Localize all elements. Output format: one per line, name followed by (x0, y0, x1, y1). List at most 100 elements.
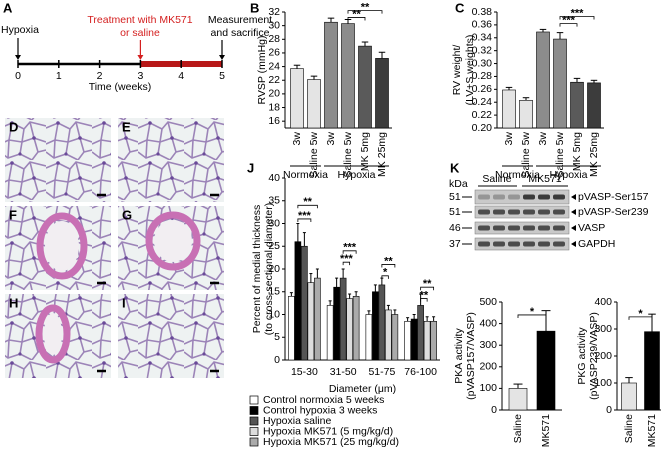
error-bar (348, 293, 352, 299)
blot-band (553, 209, 565, 215)
bar (294, 241, 302, 361)
error-bar (315, 268, 319, 279)
error-bar (505, 86, 513, 90)
micrograph (5, 118, 111, 202)
y-tick-label: 24 (268, 60, 280, 72)
panel-label: C (455, 0, 465, 15)
significance-label: * (383, 267, 388, 279)
legend-swatch (249, 395, 259, 405)
error-bar (310, 75, 318, 80)
timeline-treatment: or saline (120, 27, 160, 39)
blot-strip (474, 221, 570, 235)
timeline-start: Hypoxia (1, 24, 39, 36)
bar (385, 309, 392, 361)
arrowhead (15, 55, 21, 60)
vessel-lumen (44, 313, 62, 355)
significance-label: ** (384, 255, 393, 267)
x-tick-label: MK 25mg (588, 132, 600, 177)
y-tick-label: 0 (274, 354, 280, 366)
significance-bracket (342, 250, 357, 254)
y-axis-label: Percent of medial thickness (251, 205, 263, 333)
blot-band (508, 241, 520, 247)
error-bar (522, 97, 530, 101)
bar (378, 284, 386, 361)
y-tick-label: 0.22 (472, 109, 493, 121)
group-label: Normoxia (283, 169, 328, 181)
blot-band (523, 194, 535, 200)
band-label: VASP (578, 222, 605, 234)
micrograph (118, 294, 224, 378)
significance-bracket (381, 275, 389, 279)
tick-label: 0 (15, 70, 21, 82)
blot-strip (474, 237, 570, 251)
arrowhead (137, 55, 144, 60)
marker: 51 (449, 206, 461, 218)
blot-band (553, 194, 565, 200)
y-tick-label: 0.32 (472, 44, 493, 56)
tick-label: 5 (219, 70, 225, 82)
bar (621, 382, 637, 411)
y-axis-label: RVSP (mmHg) (256, 35, 268, 104)
bar (346, 298, 353, 361)
x-tick-label: 15-30 (291, 366, 318, 378)
error-bar (380, 277, 384, 285)
error-bar (354, 291, 358, 297)
tick-label: 4 (178, 70, 184, 82)
error-bar (373, 284, 377, 292)
panel-label: I (122, 295, 126, 310)
blot-band (523, 241, 535, 247)
blot-band (478, 241, 490, 247)
y-tick-label: 0.26 (472, 83, 493, 95)
arrowhead (219, 55, 225, 60)
error-bar (341, 268, 345, 279)
error-bar (425, 316, 429, 322)
bar (502, 89, 516, 129)
panel-label: K (450, 160, 460, 175)
legend-label: Hypoxia MK571 (5 mg/kg/d) (263, 425, 393, 437)
x-tick-label: 3w (291, 132, 303, 146)
y-tick-label: 300 (594, 323, 612, 335)
blot-band (478, 225, 490, 231)
y-tick-label: 0.20 (472, 122, 493, 134)
bar (553, 38, 567, 129)
y-tick-label: 22 (268, 74, 280, 86)
band-label: pVASP-Ser239 (578, 206, 649, 218)
tick-label: 1 (56, 70, 62, 82)
x-tick-label: MK 5mg (571, 132, 583, 171)
y-tick-label: 18 (268, 101, 280, 113)
legend-label: Control hypoxia 3 weeks (263, 404, 377, 416)
error-bar (393, 309, 397, 315)
error-bar (296, 223, 300, 242)
timeline-end: Measurement (208, 14, 272, 26)
error-bar (590, 79, 598, 83)
y-tick-label: 400 (479, 317, 497, 329)
x-tick-label: Saline (623, 414, 635, 443)
blot-strip (474, 189, 570, 205)
legend-swatch (249, 427, 259, 436)
y-tick-label: 30 (268, 217, 280, 229)
y-tick-label: 30 (268, 19, 280, 31)
significance-bracket (347, 17, 366, 21)
x-tick-label: 3w (325, 132, 337, 146)
y-axis-label: RV weight/ (451, 45, 463, 96)
error-bar (328, 300, 332, 306)
blot-band (553, 225, 565, 231)
y-tick-label: 20 (268, 88, 280, 100)
micrograph (118, 118, 224, 202)
y-tick-label: 20 (268, 263, 280, 275)
error-bar (513, 383, 523, 389)
panel-label: D (9, 119, 18, 134)
error-bar (432, 316, 436, 322)
x-tick-label: MK 25mg (376, 132, 388, 177)
panel-label: B (250, 0, 259, 15)
bar (404, 321, 411, 361)
x-tick-label: Saline (512, 414, 524, 443)
blot-band (538, 209, 550, 215)
significance-bracket (342, 261, 351, 266)
significance-bracket (559, 23, 578, 27)
error-bar (327, 17, 335, 23)
y-tick-label: 28 (268, 33, 280, 45)
blot-band (493, 194, 505, 200)
y-tick-label: 0 (491, 404, 497, 416)
